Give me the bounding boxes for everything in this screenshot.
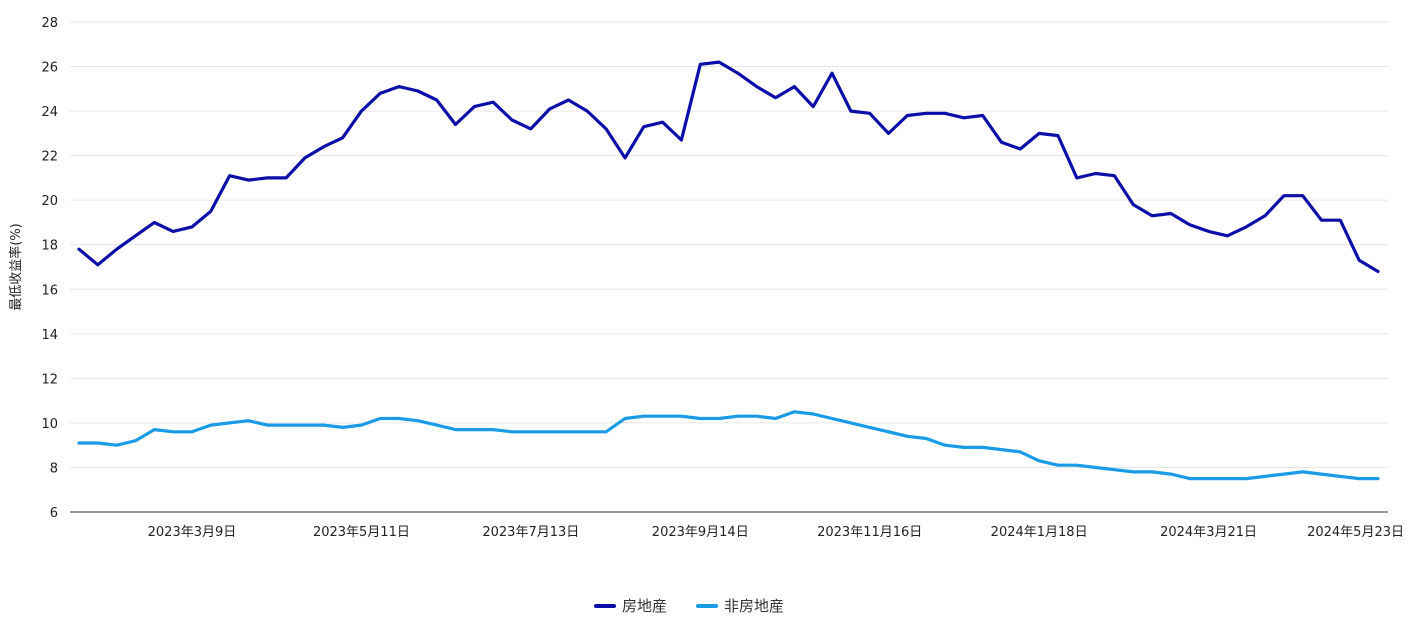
- series-group: [77, 60, 1380, 481]
- y-tick-label: 16: [41, 283, 58, 298]
- x-tick-label: 2024年3月21日: [1160, 525, 1257, 540]
- y-axis-title: 最低收益率(%): [8, 223, 24, 311]
- y-tick-label: 8: [50, 461, 58, 476]
- x-tick-label: 2024年1月18日: [991, 525, 1088, 540]
- y-tick-label: 10: [41, 417, 58, 432]
- legend-label: 房地産: [622, 597, 667, 615]
- y-tick-label: 28: [41, 16, 58, 31]
- x-tick-label: 2024年5月23日: [1307, 525, 1404, 540]
- legend-item-1[interactable]: 非房地産: [696, 597, 784, 615]
- x-tick-label: 2023年5月11日: [313, 525, 410, 540]
- y-tick-label: 26: [41, 61, 58, 76]
- y-tick-label: 22: [41, 150, 58, 165]
- y-tick-label: 18: [41, 239, 58, 254]
- y-tick-label: 6: [50, 506, 58, 521]
- y-tick-label: 24: [41, 105, 58, 120]
- series-line-1: [77, 410, 1380, 481]
- legend-item-0[interactable]: 房地産: [594, 597, 667, 615]
- legend-label: 非房地産: [724, 597, 784, 615]
- x-tick-label: 2023年11月16日: [817, 525, 922, 540]
- y-axis-ticks: 6 8 10 12 14 16 18 20 22 24 26 28: [41, 16, 58, 521]
- legend[interactable]: 房地産 非房地産: [594, 597, 784, 615]
- x-tick-label: 2023年3月9日: [148, 525, 237, 540]
- x-tick-label: 2023年9月14日: [652, 525, 749, 540]
- x-tick-label: 2023年7月13日: [482, 525, 579, 540]
- y-tick-label: 14: [41, 328, 58, 343]
- series-line-0: [77, 60, 1380, 274]
- x-axis-ticks: 2023年3月9日 2023年5月11日 2023年7月13日 2023年9月14日 2…: [148, 525, 1404, 540]
- y-tick-label: 20: [41, 194, 58, 209]
- grid: [70, 21, 1388, 468]
- y-tick-label: 12: [41, 372, 58, 387]
